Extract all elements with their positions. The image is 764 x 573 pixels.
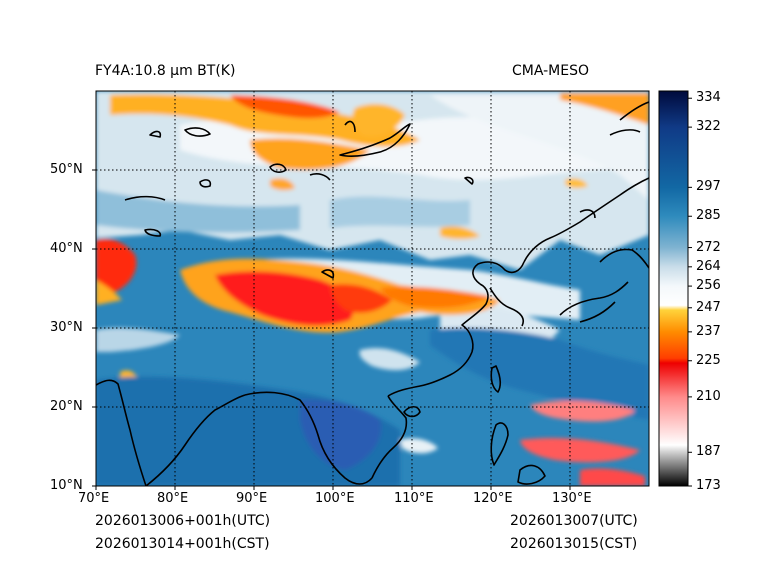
colorbar-tick-label: 225 [696,352,721,368]
colorbar-tick-label: 334 [696,90,721,106]
lat-tick-label: 10°N [50,478,83,493]
colorbar-tick-label: 187 [696,444,721,460]
colorbar-tick-label: 285 [696,208,721,224]
gridlines [96,91,649,486]
brightness-temperature-field [96,91,649,486]
axis-tick-marks [92,169,571,490]
colorbar-tick-label: 264 [696,258,721,274]
colorbar-tick-label: 173 [696,478,721,493]
footer-valid-time-utc: 2026013007(UTC) [510,513,638,529]
colorbar-tick-label: 322 [696,119,721,135]
lon-tick-label: 110°E [394,491,434,506]
map-frame [95,90,650,487]
footer-init-time-utc: 2026013006+001h(UTC) [95,513,271,529]
lat-tick-label: 20°N [50,399,83,414]
lon-tick-label: 130°E [552,491,592,506]
lon-tick-label: 90°E [236,491,268,506]
lat-tick-label: 50°N [50,162,83,177]
colorbar-tick-label: 272 [696,239,721,255]
lon-tick-label: 70°E [78,491,110,506]
lon-tick-label: 80°E [157,491,189,506]
colorbar-tick-label: 297 [696,179,721,195]
footer-init-time-cst: 2026013014+001h(CST) [95,536,270,552]
colorbar-tick-label: 210 [696,388,721,404]
colorbar-tick-marks [688,97,692,487]
lon-tick-label: 120°E [473,491,513,506]
chart-title-left: FY4A:10.8 µm BT(K) [95,63,236,79]
lat-tick-label: 30°N [50,320,83,335]
colorbar-tick-label: 237 [696,323,721,339]
chart-title-right: CMA-MESO [512,63,590,79]
colorbar-tick-label: 256 [696,278,721,294]
lon-tick-label: 100°E [315,491,355,506]
footer-valid-time-cst: 2026013015(CST) [510,536,638,552]
colorbar [658,90,689,487]
lat-tick-label: 40°N [50,241,83,256]
colorbar-tick-label: 247 [696,299,721,315]
